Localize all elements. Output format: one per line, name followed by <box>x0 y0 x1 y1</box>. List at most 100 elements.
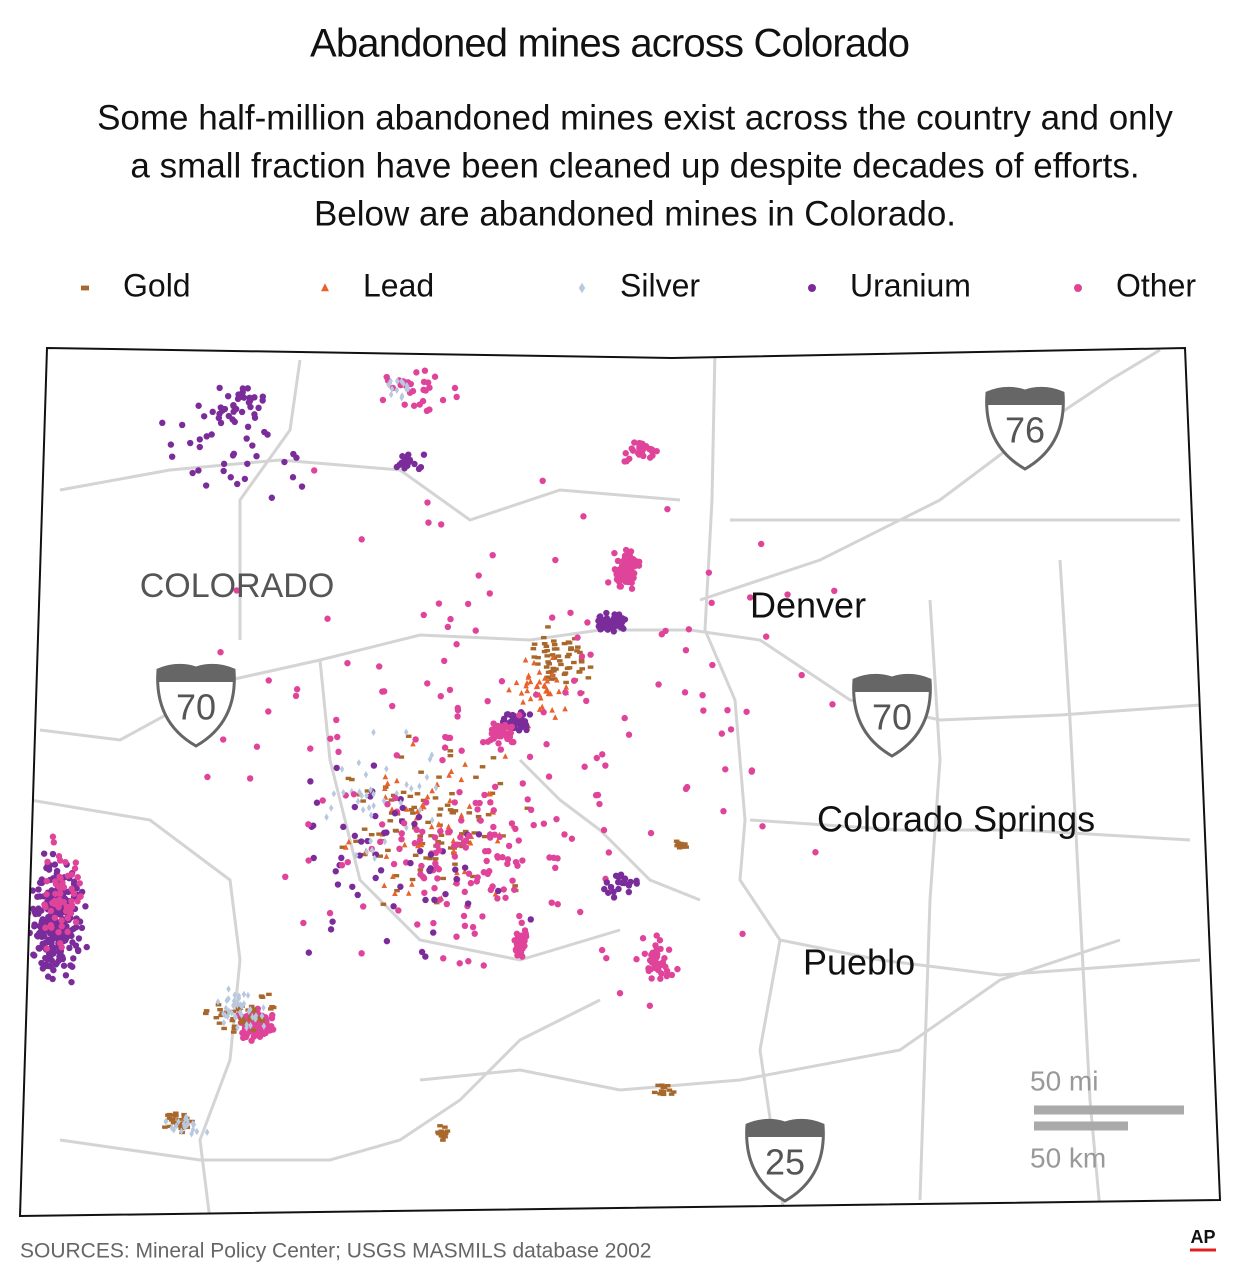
lead-marker <box>542 683 548 689</box>
lead-marker <box>448 768 455 775</box>
gold-marker <box>417 868 424 872</box>
other-marker <box>396 845 403 853</box>
gold-marker <box>238 1020 245 1024</box>
lead-marker <box>429 787 435 794</box>
other-marker <box>759 823 766 830</box>
silver-marker <box>355 797 361 805</box>
scale-label: 50 mi <box>1030 1065 1098 1096</box>
lead-marker <box>383 853 390 859</box>
uranium-marker <box>73 885 80 892</box>
lead-marker <box>554 676 560 683</box>
other-marker <box>489 551 496 559</box>
silver-marker <box>398 799 403 807</box>
gold-marker <box>267 1007 274 1011</box>
silver-marker <box>232 991 237 999</box>
uranium-marker <box>527 916 534 923</box>
city-label: Denver <box>750 585 866 626</box>
lead-marker <box>392 890 398 896</box>
other-marker <box>829 701 836 708</box>
lead-marker <box>550 654 556 660</box>
uranium-marker <box>313 799 321 806</box>
other-marker <box>454 704 461 712</box>
source: SOURCES: Mineral Policy Center; USGS MAS… <box>20 1240 651 1263</box>
other-marker <box>300 919 307 927</box>
other-marker <box>326 909 334 917</box>
silver-marker <box>261 1004 266 1012</box>
other-marker <box>462 844 470 851</box>
gold-marker <box>551 647 558 651</box>
other-marker <box>647 445 655 453</box>
other-marker <box>379 396 387 404</box>
other-marker <box>68 885 75 893</box>
gold-marker <box>427 856 433 861</box>
other-marker <box>621 714 628 722</box>
other-marker <box>431 834 439 841</box>
other-marker <box>380 688 388 695</box>
uranium-marker <box>401 465 408 472</box>
other-marker <box>507 729 514 737</box>
gold-marker <box>668 1092 675 1096</box>
uranium-marker <box>189 469 196 477</box>
other-marker <box>58 923 65 930</box>
gold-marker <box>447 749 454 753</box>
uranium-marker <box>397 883 404 890</box>
uranium-marker <box>422 953 429 960</box>
silver-marker <box>189 1130 194 1138</box>
silver-marker <box>371 728 376 737</box>
other-marker <box>56 857 64 864</box>
uranium-marker <box>239 385 247 392</box>
uranium-marker <box>243 435 250 442</box>
gold-marker <box>170 1113 177 1117</box>
other-marker <box>204 773 211 781</box>
gold-marker <box>394 888 400 893</box>
silver-marker <box>194 1127 200 1136</box>
gold-marker <box>449 810 456 815</box>
silver-marker <box>185 1116 190 1124</box>
uranium-marker <box>67 962 74 969</box>
uranium-marker <box>338 854 345 862</box>
other-marker <box>446 686 454 694</box>
other-marker <box>490 732 497 740</box>
other-marker <box>635 562 643 569</box>
uranium-marker <box>66 944 73 952</box>
other-marker <box>658 970 665 977</box>
gold-marker <box>438 833 445 837</box>
roads <box>29 348 1201 1216</box>
interstates: 76 70 70 25 <box>156 386 1065 1203</box>
uranium-marker <box>78 924 86 932</box>
uranium-marker <box>35 886 42 893</box>
uranium-marker <box>310 854 317 862</box>
uranium-marker <box>358 838 365 845</box>
uranium-marker <box>238 408 246 416</box>
gold-marker <box>447 846 454 850</box>
other-marker <box>430 919 437 927</box>
other-marker <box>64 928 71 936</box>
other-marker <box>454 713 461 720</box>
gold-marker <box>481 834 488 839</box>
other-marker <box>319 797 326 804</box>
lead-marker <box>527 695 534 702</box>
interstate-number: 70 <box>872 697 912 738</box>
lead-marker <box>382 773 389 780</box>
lead-marker <box>462 761 468 767</box>
other-marker <box>43 877 50 885</box>
gold-marker <box>561 641 568 646</box>
other-marker <box>395 907 402 914</box>
silver-marker <box>429 751 435 759</box>
silver-marker <box>433 784 439 792</box>
other-marker <box>68 897 75 905</box>
gold-marker <box>172 1111 179 1115</box>
other-marker <box>398 830 405 837</box>
uranium-marker <box>49 850 57 858</box>
gold-marker <box>81 285 89 291</box>
lead-marker <box>533 683 540 690</box>
uranium-marker <box>33 932 41 939</box>
lead-marker <box>419 802 426 808</box>
uranium-marker <box>251 411 258 418</box>
uranium-marker <box>621 616 629 623</box>
gold-marker <box>410 811 416 815</box>
gold-marker <box>471 831 478 835</box>
other-marker <box>605 579 612 586</box>
gold-marker <box>541 642 548 646</box>
